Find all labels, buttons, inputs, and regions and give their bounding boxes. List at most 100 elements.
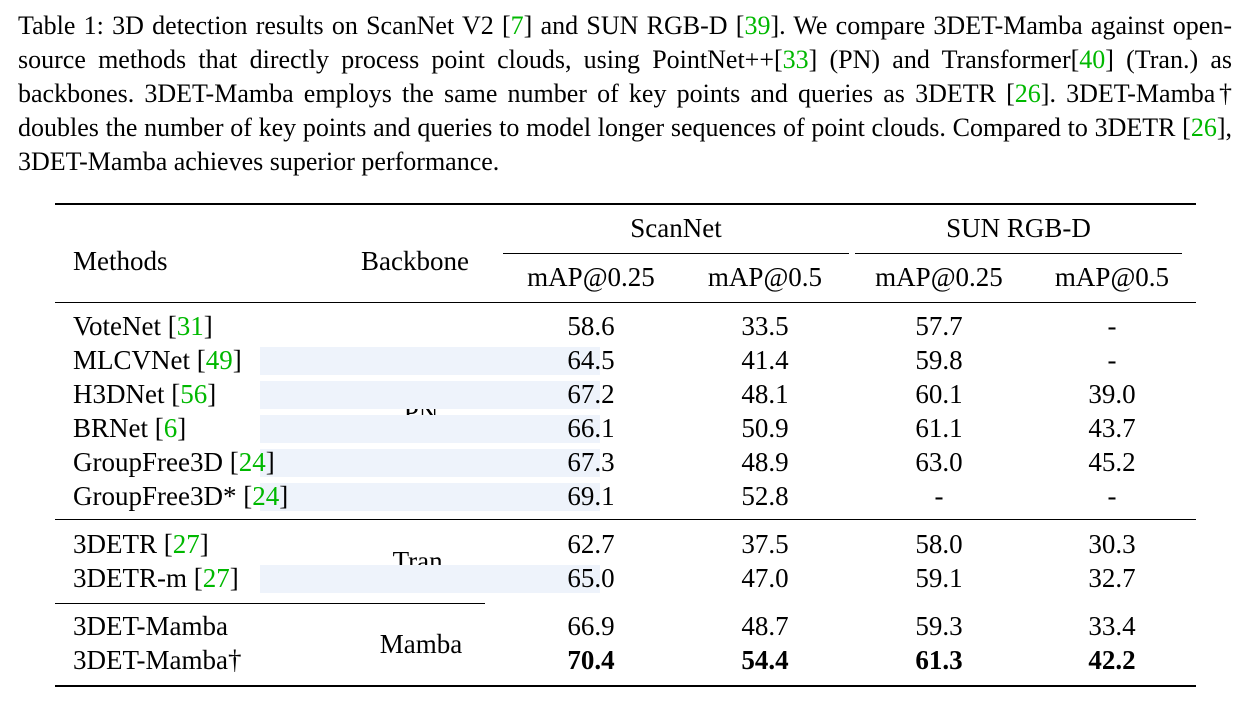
citation-link[interactable]: 24: [252, 481, 280, 511]
method-name: H3DNet [56]: [73, 378, 216, 410]
value-cell: 52.8: [741, 481, 789, 511]
group-rule-1: [55, 519, 1196, 520]
value-cell: 43.7: [1088, 413, 1136, 443]
header-sunrgbd: SUN RGB-D: [946, 213, 1091, 243]
value-cell: 42.2: [1088, 645, 1136, 675]
caption-text: 3D detection results on ScanNet V2 [: [103, 11, 511, 40]
method-label: BRNet [: [73, 413, 164, 443]
value-cell: 70.4: [567, 645, 615, 675]
value-cell: 67.3: [567, 447, 615, 477]
citation-link[interactable]: 33: [782, 45, 809, 74]
value-cell: 59.3: [915, 611, 963, 641]
citation-link[interactable]: 49: [205, 345, 233, 375]
method-label: 3DET-Mamba: [73, 611, 228, 641]
value-cell: 61.3: [915, 645, 963, 675]
citation-link[interactable]: 24: [238, 447, 266, 477]
citation-link[interactable]: 27: [202, 563, 230, 593]
method-name: 3DETR [27]: [73, 528, 209, 560]
caption-label: Table 1:: [18, 11, 104, 40]
citation-link[interactable]: 6: [163, 413, 178, 443]
method-label: H3DNet [: [73, 379, 181, 409]
header-backbone: Backbone: [361, 246, 469, 276]
value-cell: 48.9: [741, 447, 789, 477]
value-cell: 61.1: [915, 413, 963, 443]
value-cell: 33.5: [741, 311, 789, 341]
scannet-cmidrule: [503, 253, 849, 254]
value-cell: 65.0: [567, 563, 615, 593]
caption-text: ] (Tran.) as backbones. 3DET-Mamba emplo…: [18, 45, 1232, 108]
value-cell: 58.0: [915, 529, 963, 559]
caption-text: ]. 3DET-Mamba† doubles the number of key…: [18, 79, 1232, 142]
citation-link[interactable]: 27: [172, 529, 200, 559]
caption-text: ]. We compare 3DET-Mamba against open-so…: [18, 11, 1233, 74]
citation-bracket: ]: [229, 563, 239, 593]
row-highlight: [260, 483, 600, 511]
citation-link[interactable]: 7: [510, 11, 524, 40]
method-label: GroupFree3D [: [73, 447, 239, 477]
row-highlight: [260, 347, 600, 375]
method-name: GroupFree3D [24]: [73, 446, 275, 478]
method-label: 3DET-Mamba†: [73, 645, 242, 675]
value-cell: 33.4: [1088, 611, 1136, 641]
method-label: VoteNet [: [73, 311, 177, 341]
value-cell: 37.5: [741, 529, 789, 559]
method-name: BRNet [6]: [73, 412, 186, 444]
header-scannet: ScanNet: [630, 213, 722, 243]
citation-bracket: ]: [265, 447, 275, 477]
citation-bracket: ]: [203, 311, 213, 341]
citation-link[interactable]: 56: [180, 379, 208, 409]
method-label: 3DETR-m [: [73, 563, 203, 593]
citation-link[interactable]: 26: [1190, 113, 1217, 142]
value-cell: 39.0: [1088, 379, 1136, 409]
method-name: 3DETR-m [27]: [73, 562, 239, 594]
citation-bracket: ]: [279, 481, 289, 511]
value-cell: -: [1107, 311, 1117, 341]
value-cell: 50.9: [741, 413, 789, 443]
value-cell: -: [934, 481, 944, 511]
value-cell: 41.4: [741, 345, 789, 375]
value-cell: 63.0: [915, 447, 963, 477]
value-cell: 57.7: [915, 311, 963, 341]
header-scannet-map05: mAP@0.5: [707, 262, 823, 292]
header-rule: [55, 302, 1196, 303]
header-sunrgbd-map05: mAP@0.5: [1054, 262, 1170, 292]
citation-bracket: ]: [232, 345, 242, 375]
method-label: GroupFree3D* [: [73, 481, 253, 511]
sunrgbd-cmidrule: [855, 253, 1182, 254]
value-cell: 54.4: [741, 645, 789, 675]
caption-text: ], 3DET-Mamba achieves superior performa…: [18, 113, 1232, 176]
value-cell: 60.1: [915, 379, 963, 409]
citation-link[interactable]: 40: [1079, 45, 1106, 74]
header-methods: Methods: [73, 246, 168, 276]
value-cell: 58.6: [567, 311, 615, 341]
caption-text: ] (PN) and Transformer[: [808, 45, 1080, 74]
method-name: 3DET-Mamba†: [73, 644, 241, 676]
value-cell: 48.1: [741, 379, 789, 409]
method-name: MLCVNet [49]: [73, 344, 242, 376]
citation-link[interactable]: 26: [1014, 79, 1041, 108]
value-cell: 62.7: [567, 529, 615, 559]
table-caption: Table 1: 3D detection results on ScanNet…: [18, 9, 1232, 179]
value-cell: 32.7: [1088, 563, 1136, 593]
value-cell: 59.1: [915, 563, 963, 593]
citation-bracket: ]: [207, 379, 217, 409]
top-rule: [55, 203, 1196, 205]
row-highlight: [260, 565, 600, 593]
value-cell: 66.9: [567, 611, 615, 641]
value-cell: 47.0: [741, 563, 789, 593]
header-scannet-map025: mAP@0.25: [527, 262, 655, 292]
bottom-rule: [55, 685, 1196, 687]
value-cell: -: [1107, 345, 1117, 375]
value-cell: 67.2: [567, 379, 615, 409]
header-sunrgbd-map025: mAP@0.25: [875, 262, 1003, 292]
row-highlight: [260, 381, 600, 409]
method-label: 3DETR [: [73, 529, 173, 559]
citation-bracket: ]: [199, 529, 209, 559]
citation-link[interactable]: 31: [176, 311, 204, 341]
value-cell: 48.7: [741, 611, 789, 641]
citation-link[interactable]: 39: [744, 11, 771, 40]
value-cell: 59.8: [915, 345, 963, 375]
value-cell: 69.1: [567, 481, 615, 511]
caption-text: ] and SUN RGB-D [: [523, 11, 745, 40]
